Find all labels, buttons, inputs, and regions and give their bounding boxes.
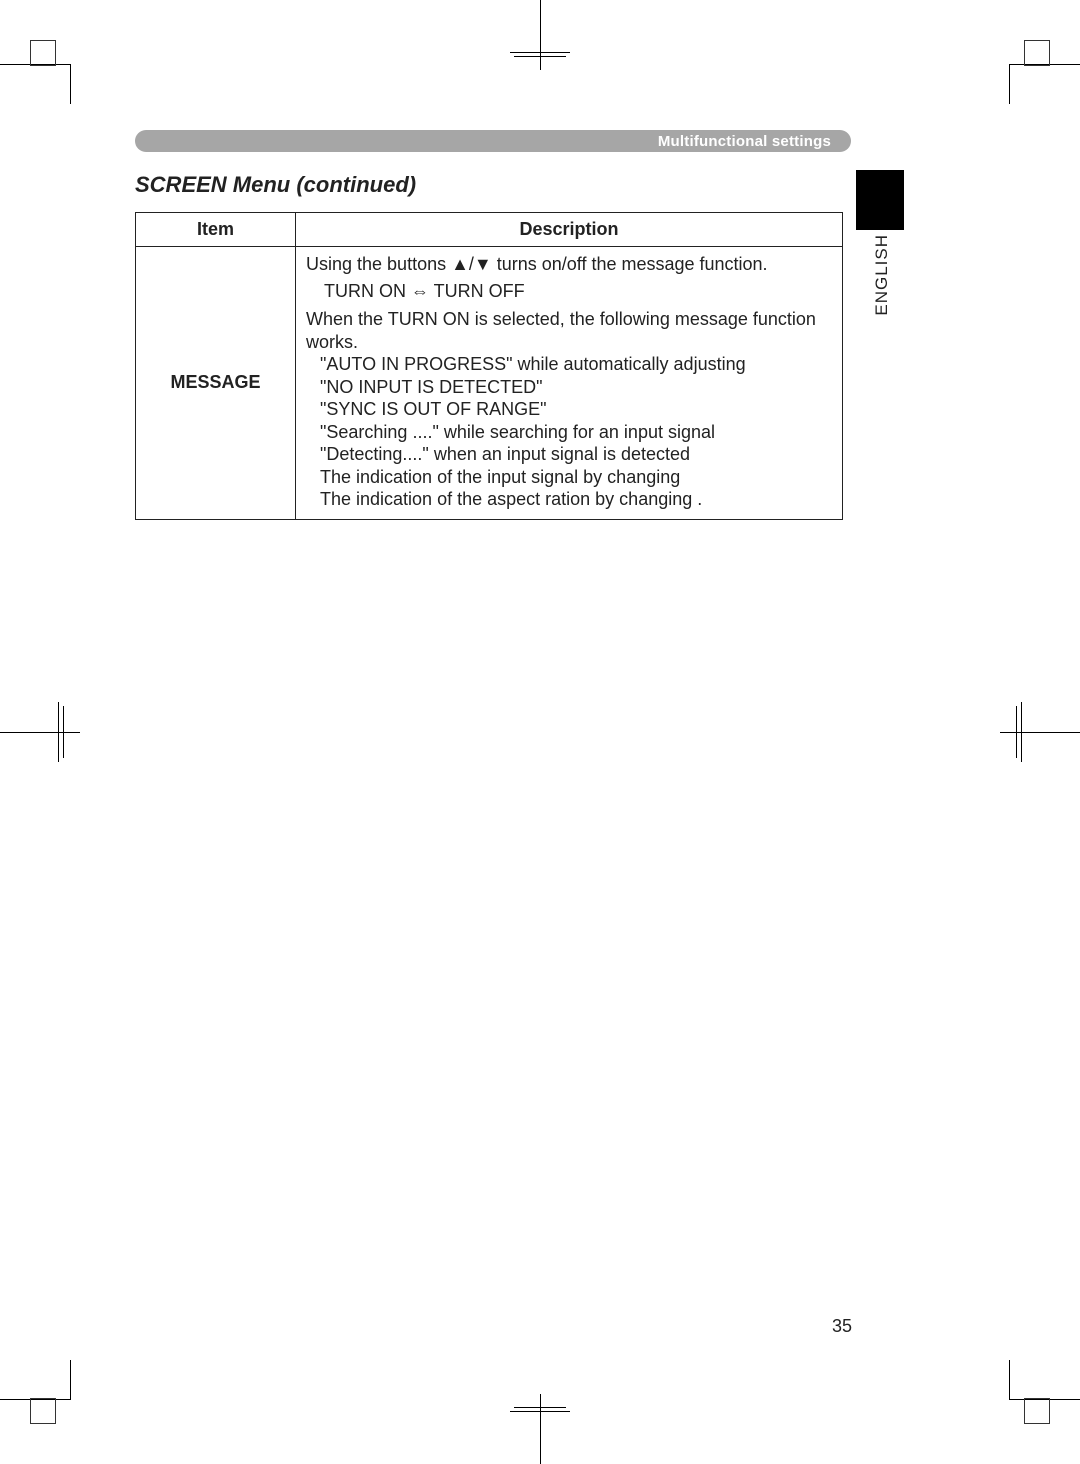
crop-mark-bottom-right [990, 1384, 1080, 1444]
col-header-item: Item [136, 213, 296, 247]
desc-when-selected: When the TURN ON is selected, the follow… [306, 308, 832, 353]
page-content: Multifunctional settings SCREEN Menu (co… [135, 130, 905, 520]
desc-msg-noinput: "NO INPUT IS DETECTED" [306, 376, 832, 399]
desc-msg-ind-input: The indication of the input signal by ch… [306, 466, 832, 489]
desc-turn-toggle: TURN ON ⇔ TURN OFF [306, 280, 832, 303]
language-label-vertical: ENGLISH [872, 234, 892, 316]
section-title: SCREEN Menu (continued) [135, 172, 905, 198]
crop-mark-top-center [510, 0, 570, 70]
edge-tab-marker [856, 170, 904, 230]
table-row: MESSAGE Using the buttons ▲/▼ turns on/o… [136, 247, 843, 520]
settings-table: Item Description MESSAGE Using the butto… [135, 212, 843, 520]
crop-mark-top-left [0, 20, 90, 80]
section-header-label: Multifunctional settings [658, 133, 831, 150]
desc-msg-ind-aspect: The indication of the aspect ration by c… [306, 488, 832, 511]
crop-mark-mid-left [0, 702, 80, 762]
table-header-row: Item Description [136, 213, 843, 247]
desc-msg-sync: "SYNC IS OUT OF RANGE" [306, 398, 832, 421]
crop-mark-bottom-left [0, 1384, 90, 1444]
desc-msg-search: "Searching ...." while searching for an … [306, 421, 832, 444]
col-header-description: Description [296, 213, 843, 247]
crop-mark-bottom-center [510, 1394, 570, 1464]
desc-msg-detect: "Detecting...." when an input signal is … [306, 443, 832, 466]
page-number: 35 [832, 1316, 852, 1337]
desc-line-using: Using the buttons ▲/▼ turns on/off the m… [306, 253, 832, 276]
crop-mark-top-right [990, 20, 1080, 80]
cell-item-name: MESSAGE [136, 247, 296, 520]
crop-mark-mid-right [1000, 702, 1080, 762]
section-header-pill: Multifunctional settings [135, 130, 851, 152]
desc-msg-auto: "AUTO IN PROGRESS" while automatically a… [306, 353, 832, 376]
cell-description: Using the buttons ▲/▼ turns on/off the m… [296, 247, 843, 520]
